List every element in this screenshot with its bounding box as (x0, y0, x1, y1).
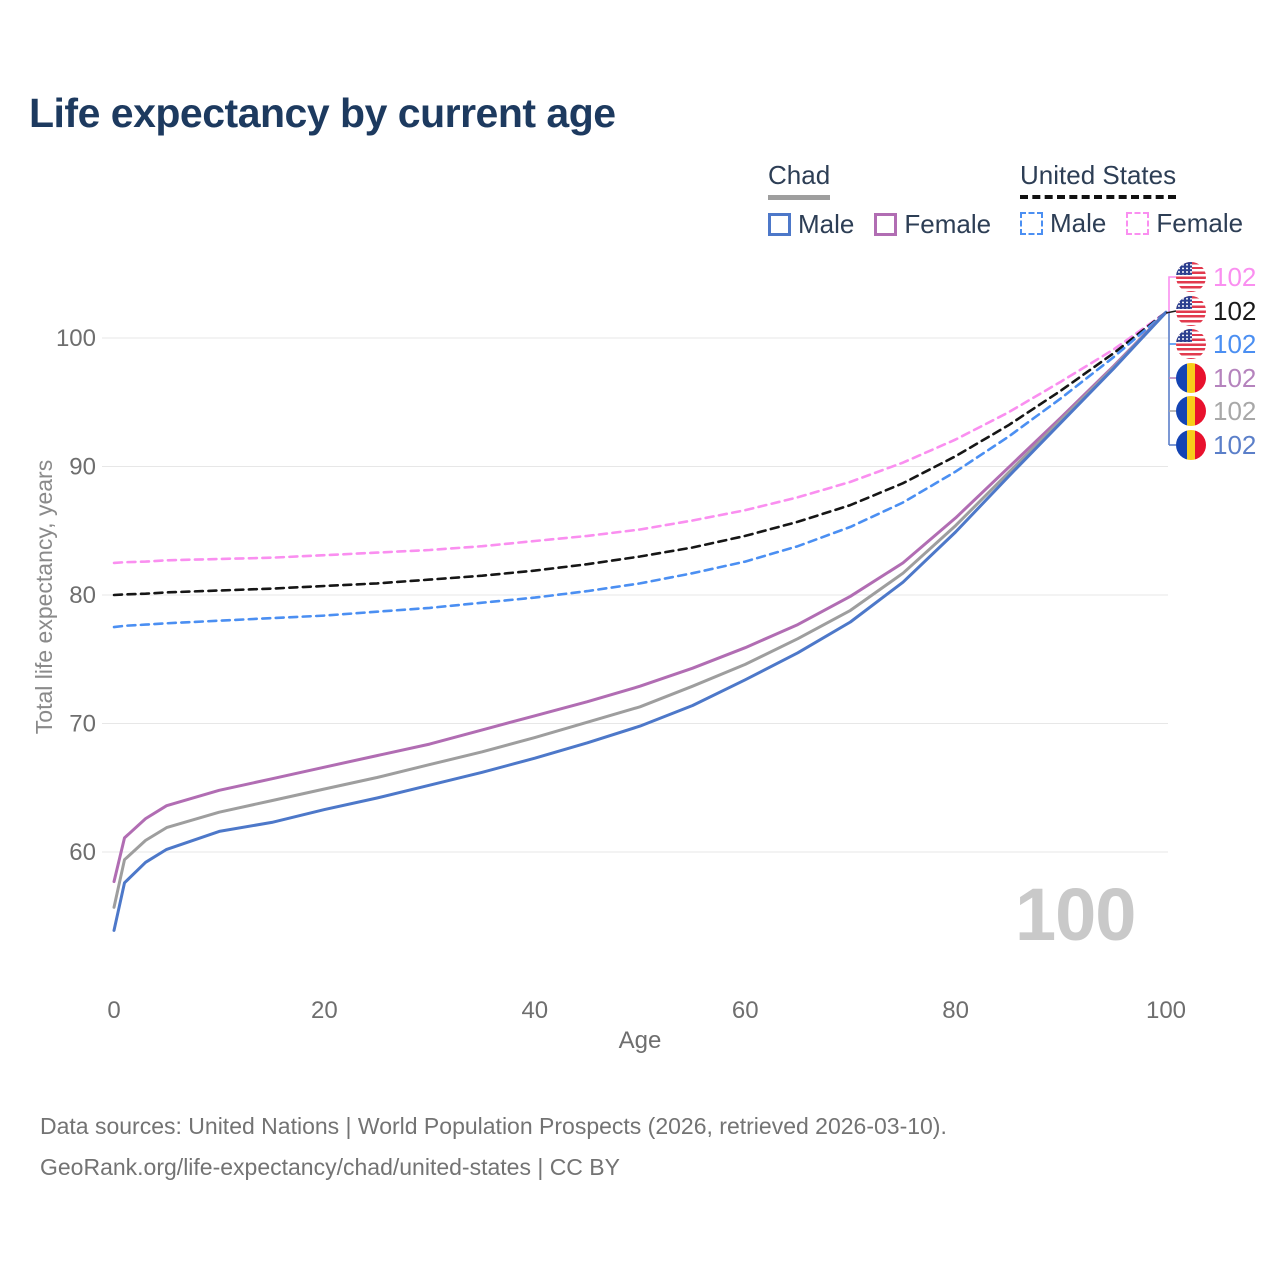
y-tick: 80 (69, 582, 96, 609)
x-tick: 80 (942, 997, 969, 1024)
data-sources-note: Data sources: United Nations | World Pop… (40, 1113, 947, 1139)
legend-item-label: Male (798, 209, 855, 239)
chad-flag-icon (1176, 396, 1206, 426)
end-value: 102 (1213, 328, 1257, 359)
y-tick: 70 (69, 711, 96, 738)
chad-flag-icon (1176, 363, 1206, 393)
y-tick: 60 (69, 839, 96, 866)
series-line (112, 310, 1168, 932)
x-axis-tick-labels: 0 20 40 60 80 100 (107, 997, 1186, 1024)
x-tick: 100 (1146, 997, 1186, 1024)
legend-group-chad: Chad Male Female (768, 160, 991, 240)
end-value: 102 (1213, 395, 1257, 426)
series-line (112, 310, 1168, 909)
y-tick: 90 (69, 454, 96, 481)
legend-item-label: Male (1050, 208, 1107, 238)
end-label-connectors (1165, 276, 1177, 446)
us-female-checkbox[interactable] (1126, 212, 1150, 235)
series-line (112, 310, 1168, 629)
end-value: 102 (1213, 429, 1257, 460)
y-tick: 100 (56, 325, 96, 352)
end-label-us-female: 102 (1176, 262, 1256, 292)
legend-item-chad-female[interactable]: Female (874, 209, 991, 240)
end-value: 102 (1213, 362, 1257, 393)
connector-line (1165, 310, 1177, 314)
plot-area[interactable] (102, 300, 1168, 960)
us-flag-icon (1176, 262, 1206, 292)
x-tick: 60 (732, 997, 759, 1024)
legend-title-chad: Chad (768, 160, 831, 200)
footer: Data sources: United Nations | World Pop… (40, 1106, 947, 1188)
series-line (112, 310, 1168, 565)
legend-item-label: Female (1156, 208, 1244, 238)
series-line (112, 310, 1168, 597)
x-tick: 40 (521, 997, 548, 1024)
series-lines (112, 310, 1168, 932)
legend-item-us-female[interactable]: Female (1126, 208, 1243, 239)
end-label-chad-male: 102 (1176, 430, 1256, 460)
us-flag-icon (1176, 296, 1206, 326)
legend-group-united-states: United States Male Female (1020, 160, 1243, 239)
series-line (112, 310, 1168, 884)
end-value: 102 (1213, 261, 1257, 292)
legend-title-united-states: United States (1020, 160, 1177, 199)
end-label-chad-both: 102 (1176, 396, 1256, 426)
chad-male-checkbox[interactable] (768, 213, 791, 236)
x-axis-title: Age (619, 1027, 662, 1054)
us-male-checkbox[interactable] (1020, 212, 1043, 235)
page-title: Life expectancy by current age (29, 90, 616, 136)
us-flag-icon (1176, 329, 1206, 359)
age-hover-watermark: 100 (1015, 873, 1136, 956)
end-label-us-male: 102 (1176, 329, 1256, 359)
x-tick: 0 (107, 997, 120, 1024)
x-tick: 20 (311, 997, 338, 1024)
end-label-us-both: 102 (1176, 296, 1256, 326)
legend-item-us-male[interactable]: Male (1020, 208, 1106, 239)
chad-female-checkbox[interactable] (874, 213, 898, 236)
citation-note: GeoRank.org/life-expectancy/chad/united-… (40, 1154, 620, 1180)
y-axis-tick-labels: 60 70 80 90 100 (56, 325, 96, 866)
legend-item-label: Female (904, 209, 992, 239)
legend-item-chad-male[interactable]: Male (768, 209, 854, 240)
gridlines (102, 337, 1168, 853)
end-label-chad-female: 102 (1176, 363, 1256, 393)
chad-flag-icon (1176, 430, 1206, 460)
end-value: 102 (1213, 295, 1257, 326)
y-axis-title: Total life expectancy, years (31, 460, 57, 734)
